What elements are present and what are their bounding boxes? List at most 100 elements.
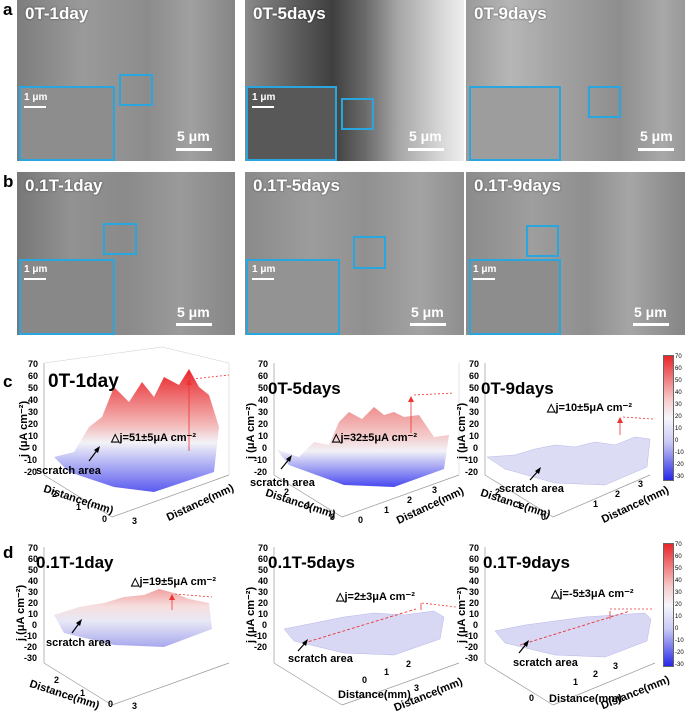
inset-zoom-box: [469, 259, 561, 335]
y-tick: 30: [258, 587, 269, 597]
delta-arrowhead: [169, 594, 175, 600]
y-tick: 50: [469, 383, 480, 393]
inset-zoom-box: [246, 86, 337, 161]
y-tick: 30: [28, 587, 39, 597]
x-axis-line: [273, 474, 343, 518]
z-tick: 3: [414, 683, 420, 693]
x-tick: 0: [529, 693, 535, 703]
colorbar-tick: -30: [675, 474, 684, 480]
colorbar-tick: -10: [675, 638, 684, 644]
y-tick: -30: [24, 653, 38, 663]
z-axis-line: [341, 474, 460, 518]
colorbar-tick: 20: [675, 414, 682, 420]
colorbar-tick: 10: [675, 614, 682, 620]
surface-plot-svg: [43, 547, 230, 706]
colorbar-tick: 0: [675, 438, 679, 444]
y-tick: -10: [254, 631, 268, 641]
sem-title: 0.1T-1day: [25, 176, 103, 195]
plot-0t-1day: j (μA cm⁻²) 0T-1day △j=51±5μA cm⁻² scrat…: [14, 346, 240, 527]
z-tick: 1: [593, 499, 599, 509]
colorbar-tick: -20: [675, 462, 684, 468]
delta-j-label: △j=2±3μA cm⁻²: [336, 591, 415, 603]
x-axis-line: [43, 662, 113, 706]
inset-scale-bar: [252, 278, 274, 280]
delta-j-label: △j=51±5μA cm⁻²: [111, 432, 197, 444]
plot-0p1t-1day: j (μA cm⁻²) 0.1T-1day △j=19±5μA cm⁻² scr…: [14, 537, 240, 713]
colorbar-tick: 0: [675, 626, 679, 632]
panel-label-b: b: [3, 172, 14, 191]
y-tick: -20: [24, 467, 38, 477]
scratch-area-label: scratch area: [250, 477, 315, 489]
sem-image-0p1t-5days: 0.1T-5days 1 μm 5 μm: [245, 172, 464, 335]
z-axis-line: [552, 662, 656, 706]
x-tick: 2: [52, 489, 58, 499]
colorbar: [663, 355, 674, 481]
plot-title: 0.1T-5days: [268, 553, 355, 572]
y-tick: 70: [28, 543, 39, 553]
surface-plot-svg: [484, 363, 654, 518]
x-axis-label: Distance(mm): [549, 693, 622, 705]
inset-source-box: [588, 86, 621, 118]
colorbar-tick: 40: [675, 578, 682, 584]
z-tick: 2: [593, 669, 599, 679]
x-tick: 2: [495, 487, 501, 497]
sem-title: 0.1T-9days: [474, 176, 561, 195]
scale-label: 5 μm: [634, 304, 667, 320]
inset-scale-bar: [24, 106, 46, 108]
surface-mesh: [276, 407, 449, 487]
z-tick: 1: [573, 677, 579, 687]
y-tick: -10: [465, 455, 479, 465]
y-tick: 60: [258, 554, 269, 564]
colorbar-tick: 60: [675, 554, 682, 560]
surface-plot-svg: [43, 346, 230, 518]
y-tick: 40: [258, 576, 269, 586]
plot-0t-5days: j (μA cm⁻²) 0T-5days △j=32±5μA cm⁻² scra…: [244, 357, 470, 527]
inset-source-box: [353, 236, 386, 269]
delta-arrowhead: [617, 417, 623, 423]
reference-line: [622, 416, 654, 420]
plot-title: 0T-9days: [481, 379, 554, 398]
sem-title: 0T-9days: [474, 4, 547, 23]
inset-scale-label: 1 μm: [24, 264, 48, 275]
inset-source-box: [341, 98, 374, 130]
inset-scale-bar: [24, 278, 46, 280]
inset-scale-label: 1 μm: [473, 264, 497, 275]
inset-source-box: [103, 223, 137, 255]
y-tick: 10: [469, 609, 480, 619]
y-tick: 40: [469, 576, 480, 586]
plot-title: 0.1T-1day: [36, 553, 114, 572]
scale-bar: [638, 148, 674, 151]
inset-zoom-box: [469, 86, 561, 161]
inset-scale-label: 1 μm: [252, 92, 276, 103]
plot-title: 0T-1day: [48, 371, 119, 392]
z-tick: 3: [432, 485, 438, 495]
inset-scale-bar: [473, 278, 495, 280]
y-tick: 10: [258, 431, 269, 441]
y-tick: 60: [28, 371, 39, 381]
inset-zoom-box: [19, 86, 115, 161]
inset-scale-bar: [252, 106, 274, 108]
sem-image-0t-9days: 0T-9days 5 μm: [466, 0, 685, 161]
y-tick: 60: [258, 371, 269, 381]
delta-j-label: △j=19±5μA cm⁻²: [131, 576, 217, 588]
y-tick: -10: [24, 631, 38, 641]
surface-mesh: [494, 612, 652, 658]
x-tick: 0: [108, 699, 114, 709]
colorbar-tick: 40: [675, 390, 682, 396]
sem-image-0t-1day: 0T-1day 1 μm 5 μm: [17, 0, 235, 161]
x-tick: 2: [54, 675, 60, 685]
x-axis-label: Distance(mm): [338, 689, 411, 701]
z-axis-line: [111, 662, 230, 706]
x-tick: 0: [541, 512, 547, 522]
colorbar-tick: 30: [675, 402, 682, 408]
z-tick: 2: [407, 495, 413, 505]
plot-0p1t-9days: 70 60 50 40 30 20 10 0 -10 -20 -30 j (μA…: [455, 537, 685, 713]
surface-mesh: [54, 369, 219, 492]
y-tick: 50: [469, 565, 480, 575]
z-tick: 1: [384, 505, 390, 515]
y-tick: 40: [28, 395, 39, 405]
y-tick: -30: [465, 653, 479, 663]
scratch-area-label: scratch area: [288, 653, 353, 665]
y-tick: -20: [254, 642, 268, 652]
sem-image-0t-5days: 0T-5days 1 μm 5 μm: [245, 0, 464, 161]
